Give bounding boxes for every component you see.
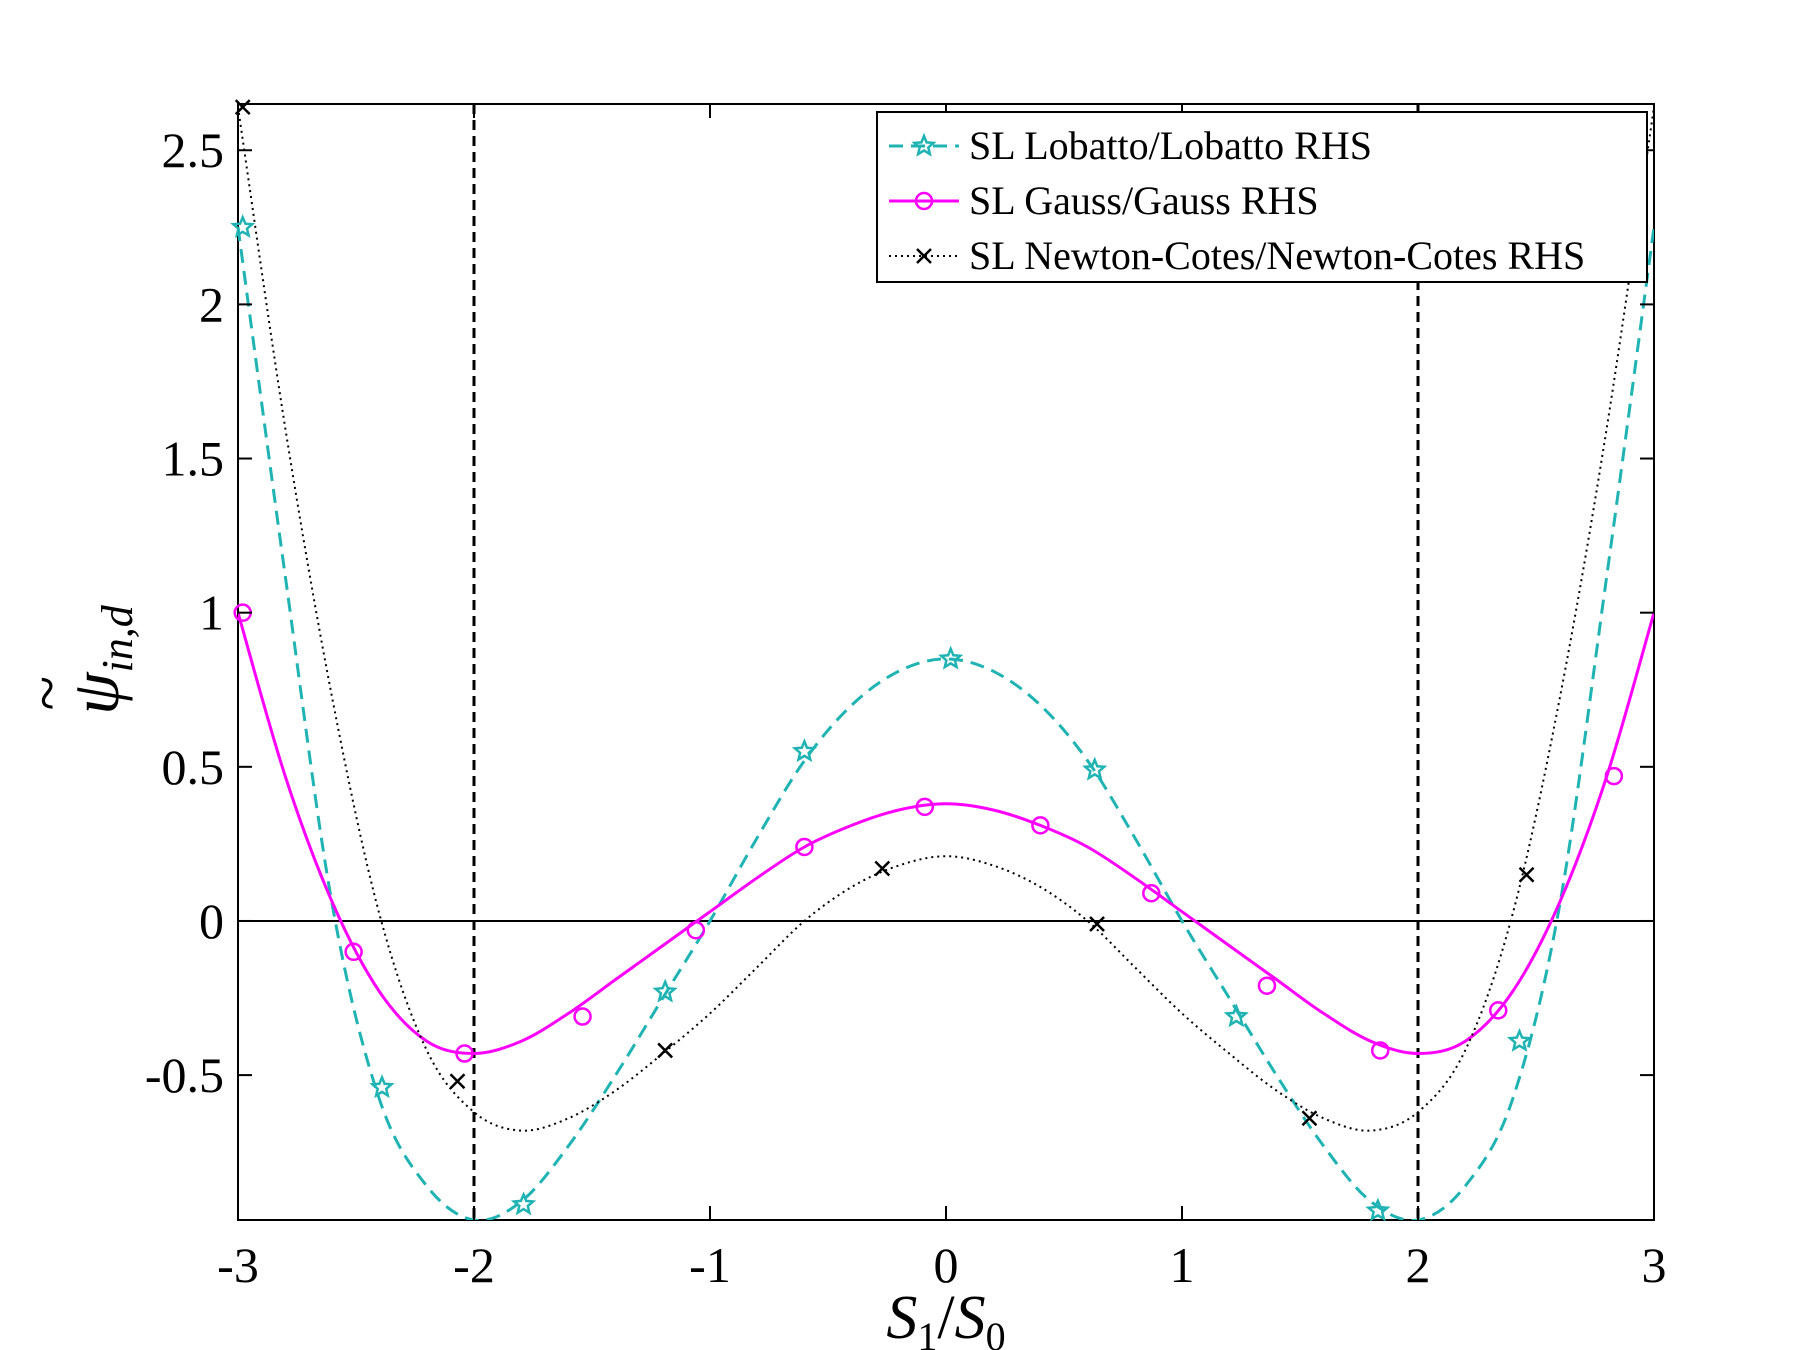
series-3-point-4	[874, 860, 891, 877]
series-line-3	[238, 106, 1654, 1132]
y-tick-label: 2	[199, 276, 224, 332]
series-2-point-4	[573, 1007, 592, 1026]
series-1-point-5	[791, 738, 817, 763]
y-tick-label: 0.5	[162, 739, 225, 795]
y-axis-label-base: ψ	[57, 671, 133, 715]
series-line-2	[238, 612, 1654, 1056]
legend-marker-3	[916, 248, 932, 264]
svg-text:ψin,d: ψin,d	[57, 604, 142, 714]
y-tick-label: 1	[199, 585, 224, 641]
series-3-point-3	[657, 1042, 674, 1059]
series-2-point-9	[1142, 883, 1161, 903]
x-axis-label-base: S	[886, 1284, 917, 1350]
x-tick-label: -1	[689, 1237, 731, 1293]
axis-ticks	[237, 104, 1655, 1220]
series-3-point-2	[449, 1073, 466, 1090]
x-tick-label: 3	[1642, 1237, 1667, 1293]
x-axis-label-sub1: 1	[917, 1314, 937, 1350]
series-1-point-6	[938, 645, 964, 670]
y-tick-labels: -0.5 0 0.5 1 1.5 2 2.5	[145, 122, 224, 1103]
legend-marker-1	[911, 132, 937, 157]
legend-box	[876, 111, 1648, 283]
x-axis-label-base2: S	[955, 1284, 986, 1350]
legend-label-3: SL Newton-Cotes/Newton-Cotes RHS	[969, 233, 1585, 278]
series-line-1	[238, 227, 1654, 1220]
y-tick-label: 2.5	[162, 122, 225, 178]
series-2-point-6	[795, 837, 814, 857]
series-2-point-13	[1604, 766, 1624, 786]
series-3-point-6	[1301, 1110, 1318, 1127]
y-tick-label: -0.5	[145, 1047, 224, 1103]
x-tick-label: 1	[1170, 1237, 1195, 1293]
legend-marker-2	[914, 191, 934, 211]
x-axis-label-sep: /	[937, 1284, 955, 1350]
x-tick-label: -2	[453, 1237, 495, 1293]
y-tick-label: 0	[199, 893, 224, 949]
legend-label-2: SL Gauss/Gauss RHS	[969, 178, 1319, 223]
series-2-point-8	[1031, 816, 1050, 835]
x-axis-label: S1/S0	[886, 1284, 1005, 1350]
x-tick-label: 2	[1406, 1237, 1431, 1293]
y-axis-label: ψin,d ~	[11, 604, 142, 714]
series-3-point-5	[1089, 916, 1105, 932]
series-layer	[238, 106, 1654, 1220]
marker-layer	[230, 99, 1624, 1222]
x-tick-label: -3	[217, 1237, 259, 1293]
series-2-point-12	[1488, 1001, 1508, 1020]
series-3-point-7	[1518, 866, 1535, 883]
series-1-point-4	[652, 978, 678, 1003]
series-1-point-9	[1365, 1197, 1391, 1222]
y-tick-label: 1.5	[162, 431, 225, 487]
series-1-point-8	[1223, 1003, 1249, 1028]
series-2-point-10	[1257, 976, 1277, 995]
x-axis-label-sub2: 0	[986, 1314, 1006, 1350]
legend-label-1: SL Lobatto/Lobatto RHS	[969, 123, 1372, 168]
series-1-point-7	[1082, 756, 1108, 781]
y-axis-label-accent: ~	[11, 677, 82, 712]
series-2-point-11	[1370, 1041, 1390, 1060]
svg-text:S1/S0: S1/S0	[886, 1284, 1005, 1350]
series-2-point-3	[455, 1044, 474, 1063]
series-1-point-1	[230, 214, 256, 239]
x-tick-labels: -3 -2 -1 0 1 2 3	[217, 1237, 1666, 1293]
series-1-point-2	[369, 1074, 395, 1099]
y-axis-label-sub: in,d	[93, 604, 142, 672]
series-2-point-2	[344, 942, 363, 962]
series-2-point-7	[915, 797, 935, 817]
series-1-point-10	[1506, 1027, 1533, 1052]
x-tick-label: 0	[934, 1237, 959, 1293]
series-1-point-3	[510, 1191, 537, 1216]
reference-lines	[238, 104, 1654, 1220]
legend: SL Lobatto/Lobatto RHS SL Gauss/Gauss RHS…	[876, 111, 1648, 283]
series-2-point-5	[686, 920, 706, 940]
